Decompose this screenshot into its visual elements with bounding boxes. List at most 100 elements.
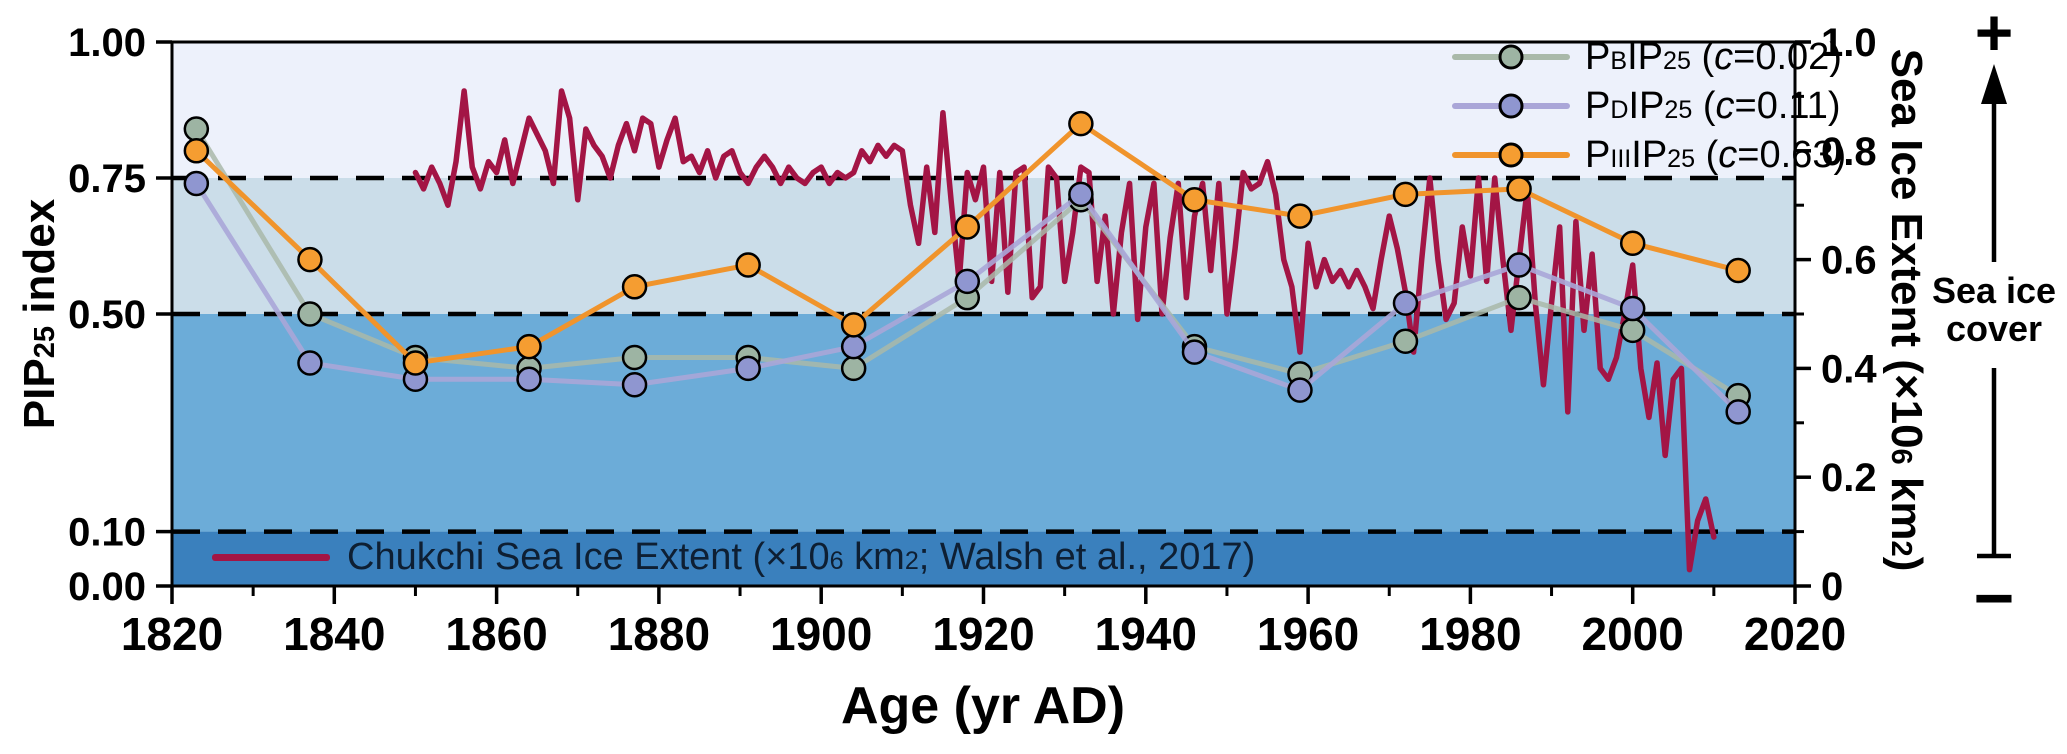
series-legend: PBIP25 (c=0.02) PDIP25 (c=0.11) PIIIIP25… xyxy=(1452,36,1846,176)
sea-ice-zone-band xyxy=(172,314,1795,532)
y-right-tick-label: 1.0 xyxy=(1821,21,1877,65)
piiiip25-data-point xyxy=(1287,203,1313,229)
pdip25-data-point xyxy=(183,170,210,197)
legend-row-pdip25: PDIP25 (c=0.11) xyxy=(1452,85,1846,127)
pbip25-data-point xyxy=(297,301,323,327)
label-part: D xyxy=(1610,95,1629,124)
x-tick-label: 1980 xyxy=(1419,608,1521,660)
left-axis-title-post: index xyxy=(15,198,64,326)
label-part: 6 xyxy=(829,546,844,575)
y-left-tick-label: 0.10 xyxy=(68,511,146,555)
y-right-tick-label: 0.2 xyxy=(1821,456,1877,500)
label-part: IP xyxy=(1631,133,1668,176)
x-axis-title: Age (yr AD) xyxy=(840,677,1126,735)
y-right-tick-label: 0 xyxy=(1821,565,1843,609)
piiiip25-legend-swatch xyxy=(1452,140,1570,170)
label-part: P xyxy=(1585,133,1611,176)
label-part: III xyxy=(1610,144,1632,173)
left-axis-title: PIP25 index xyxy=(15,199,65,429)
y-left-tick-label: 0.75 xyxy=(68,157,146,201)
label-part: P xyxy=(1585,35,1611,78)
sea-ice-label-line1: Sea ice xyxy=(1931,270,2057,311)
legend-row-piiiip25: PIIIIP25 (c=0.63) xyxy=(1452,134,1846,176)
sea-ice-cover-label: Sea ice cover xyxy=(1932,272,2056,348)
label-part: Chukchi Sea Ice Extent (×10 xyxy=(347,535,830,578)
pbip25-legend-label: PBIP25 (c=0.02) xyxy=(1585,36,1842,79)
pdip25-data-point xyxy=(297,350,323,376)
y-right-tick-label: 0.8 xyxy=(1821,130,1877,174)
label-part: ( xyxy=(1690,35,1715,78)
piiiip25-data-point xyxy=(1392,181,1419,208)
label-part: ( xyxy=(1692,84,1716,127)
pdip25-data-point xyxy=(1725,399,1751,425)
pdip25-legend-label: PDIP25 (c=0.11) xyxy=(1585,85,1841,128)
label-part: 2 xyxy=(904,546,919,575)
label-part: 25 xyxy=(1664,95,1693,124)
y-left-tick-label: 1.00 xyxy=(68,21,146,65)
right-axis-title-mid: km xyxy=(1882,464,1931,541)
arrow-up-icon xyxy=(1981,64,2007,104)
pbip25-data-point xyxy=(840,355,867,382)
pbip25-marker-icon xyxy=(1498,44,1524,70)
sea-ice-zone-band xyxy=(172,531,1795,586)
pbip25-data-point xyxy=(1506,284,1532,311)
x-tick-label: 2000 xyxy=(1582,608,1684,660)
piiiip25-marker-icon xyxy=(1498,142,1524,168)
y-right-tick-label: 0.4 xyxy=(1821,347,1877,391)
pdip25-data-point xyxy=(1619,295,1646,322)
piiiip25-data-point xyxy=(1181,187,1208,213)
y-right-tick-label: 0.6 xyxy=(1821,239,1877,283)
piiiip25-data-point xyxy=(1068,110,1094,137)
minus-sign: − xyxy=(1973,559,2015,637)
pbip25-data-point xyxy=(621,344,648,371)
walsh-sea-ice-line xyxy=(412,88,1717,573)
piiiip25-data-point xyxy=(954,214,981,240)
label-part: =0.11) xyxy=(1734,84,1841,127)
x-tick-label: 1940 xyxy=(1095,608,1197,660)
pbip25-data-point xyxy=(1619,317,1646,344)
x-tick-label: 2020 xyxy=(1744,608,1846,660)
x-tick-label: 1840 xyxy=(283,608,385,660)
right-axis-title-close: ) xyxy=(1882,556,1931,572)
x-tick-label: 1960 xyxy=(1257,608,1359,660)
pdip25-data-point xyxy=(1506,252,1532,278)
piiiip25-data-point xyxy=(1619,230,1646,257)
pdip25-data-point xyxy=(621,371,648,398)
piiiip25-legend-label: PIIIIP25 (c=0.63) xyxy=(1585,134,1846,177)
right-axis-title-sup6: 6 xyxy=(1885,448,1917,465)
piiiip25-data-point xyxy=(1725,257,1751,284)
walsh-legend: Chukchi Sea Ice Extent (×106 km2; Walsh … xyxy=(212,534,1255,580)
label-part: =0.63) xyxy=(1737,133,1847,176)
pdip25-data-point xyxy=(1068,181,1094,208)
label-part: ( xyxy=(1695,133,1719,176)
plus-sign: + xyxy=(1974,0,2014,69)
right-axis-title: Sea Ice Extent (×106 km2) xyxy=(1881,49,1931,572)
label-part: IP xyxy=(1628,84,1665,127)
piiiip25-data-point xyxy=(516,333,542,360)
pdip25-data-point xyxy=(1287,377,1313,403)
piiiip25-data-point xyxy=(840,312,867,338)
left-axis-title-text: PIP xyxy=(15,358,64,430)
label-part: 25 xyxy=(1663,46,1691,75)
pdip25-marker-icon xyxy=(1498,93,1524,119)
piiiip25-data-point xyxy=(402,350,429,376)
x-tick-label: 1920 xyxy=(932,608,1034,660)
pdip25-data-point xyxy=(840,333,867,360)
walsh-line-swatch xyxy=(212,553,330,561)
label-part: c xyxy=(1715,84,1735,127)
left-axis-title-sub: 25 xyxy=(29,325,61,359)
piiiip25-data-point xyxy=(735,252,761,278)
pdip25-data-point xyxy=(1392,290,1419,316)
pdip25-data-point xyxy=(735,355,761,382)
pbip25-legend-swatch xyxy=(1452,42,1570,72)
piiiip25-data-point xyxy=(621,274,648,300)
x-tick-label: 1860 xyxy=(445,608,547,660)
walsh-legend-label: Chukchi Sea Ice Extent (×106 km2; Walsh … xyxy=(347,536,1255,579)
label-part: c xyxy=(1714,35,1734,78)
piiiip25-data-point xyxy=(1506,176,1532,202)
label-part: ; Walsh et al., 2017) xyxy=(918,535,1256,578)
label-part: P xyxy=(1585,84,1611,127)
pbip25-data-point xyxy=(1392,328,1419,354)
